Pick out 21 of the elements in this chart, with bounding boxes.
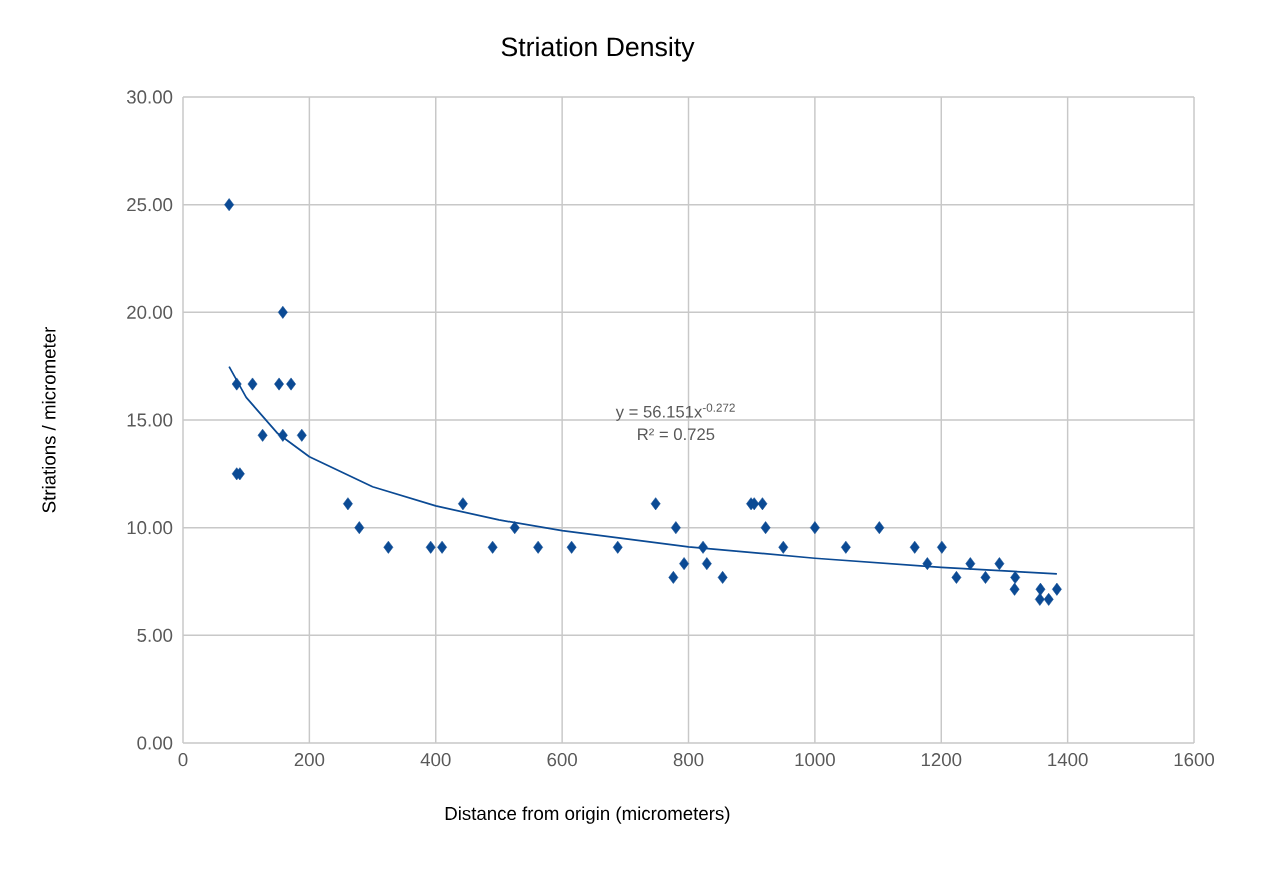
y-tick-label: 0.00 [137, 736, 173, 750]
x-axis-title: Distance from origin (micrometers) [445, 806, 730, 824]
x-tick-label: 1400 [1048, 753, 1088, 767]
y-tick-label: 25.00 [127, 198, 173, 212]
x-tick-label: 600 [547, 753, 577, 767]
y-axis-title: Striations / micrometer [41, 326, 56, 513]
y-tick-label: 20.00 [127, 305, 173, 319]
x-tick-label: 400 [420, 753, 451, 767]
x-tick-label: 800 [673, 753, 704, 767]
x-tick-label: 200 [294, 753, 325, 767]
x-tick-label: 1000 [795, 753, 835, 767]
x-tick-label: 0 [178, 753, 188, 767]
y-tick-label: 5.00 [137, 628, 173, 642]
y-tick-label: 15.00 [127, 413, 173, 427]
annotation: R² = 0.725 [638, 428, 715, 441]
x-tick-label: 1200 [921, 753, 962, 767]
y-tick-label: 10.00 [127, 521, 173, 535]
annotation: y = 56.151x$^{-0.272}$ [615, 403, 735, 421]
y-tick-label: 30.00 [126, 90, 173, 104]
chart-title: Striation Density [501, 36, 695, 62]
x-tick-label: 1600 [1174, 753, 1215, 767]
